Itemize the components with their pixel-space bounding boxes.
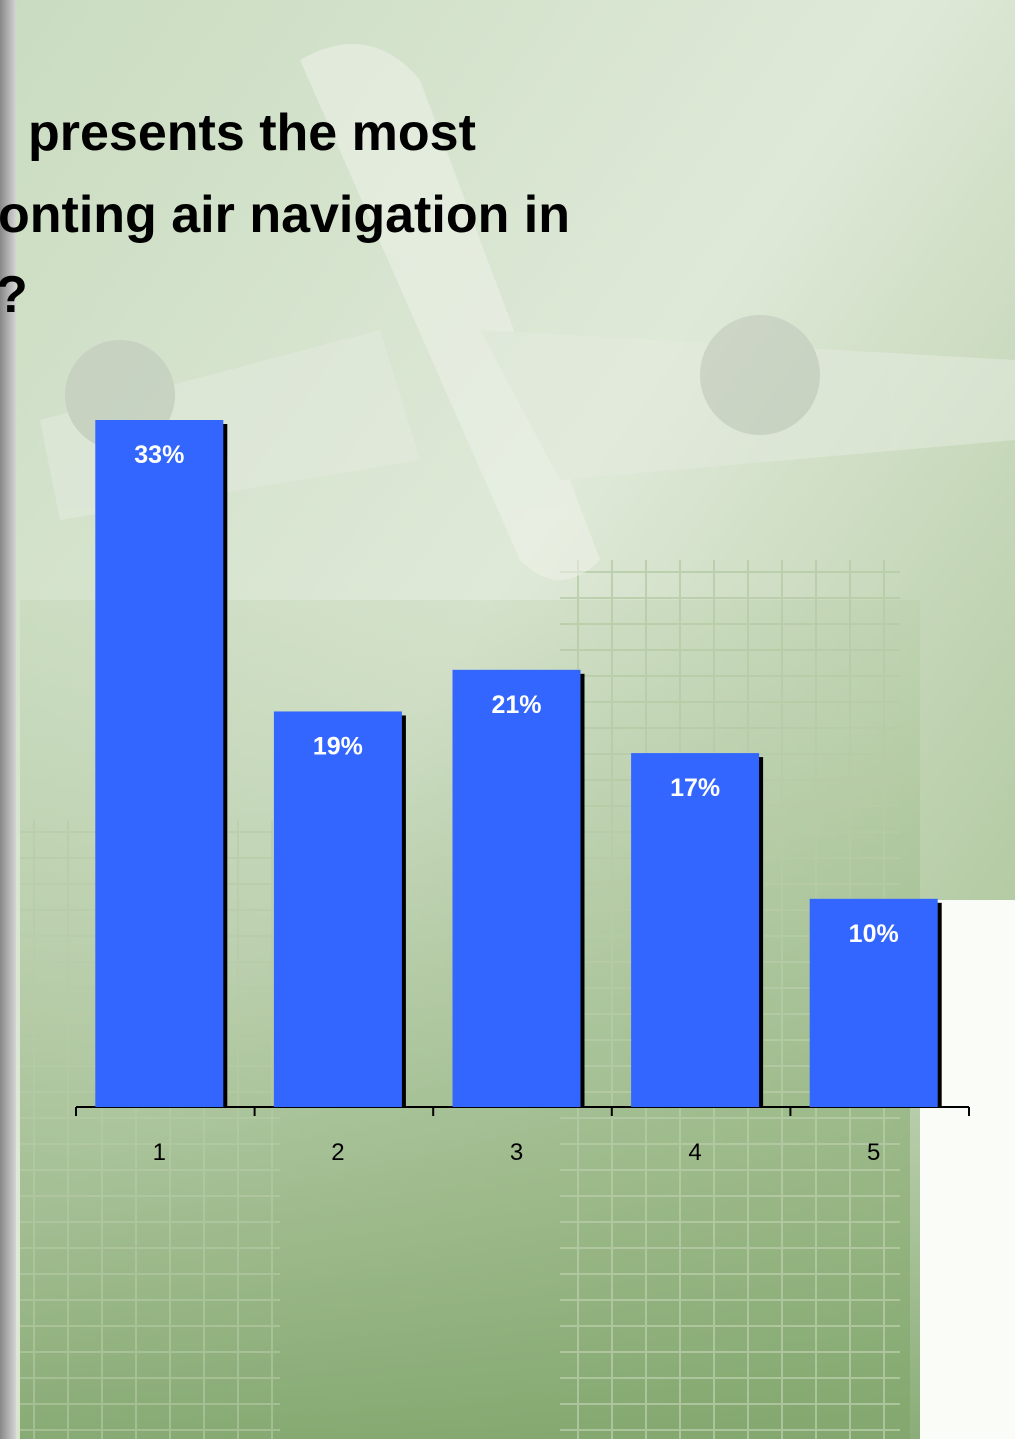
x-tick-label: 3	[510, 1139, 523, 1166]
left-strip	[0, 0, 16, 1439]
x-tick-label: 1	[153, 1139, 166, 1166]
airplane	[40, 44, 1015, 580]
bar	[95, 420, 224, 1107]
x-tick-label: 5	[867, 1139, 880, 1166]
bar	[809, 898, 938, 1107]
value-label: 21%	[491, 691, 541, 719]
x-tick-label: 4	[688, 1139, 701, 1166]
bar	[452, 669, 581, 1107]
x-tick-label: 2	[331, 1139, 344, 1166]
value-label: 17%	[670, 774, 720, 802]
value-label: 33%	[134, 441, 184, 469]
bar	[631, 753, 760, 1107]
bar	[273, 711, 402, 1107]
title-line: onting air navigation in	[0, 186, 570, 244]
title-line: ?	[0, 266, 28, 324]
value-label: 19%	[313, 732, 363, 760]
title-line: presents the most	[28, 104, 476, 162]
value-label: 10%	[849, 920, 899, 948]
